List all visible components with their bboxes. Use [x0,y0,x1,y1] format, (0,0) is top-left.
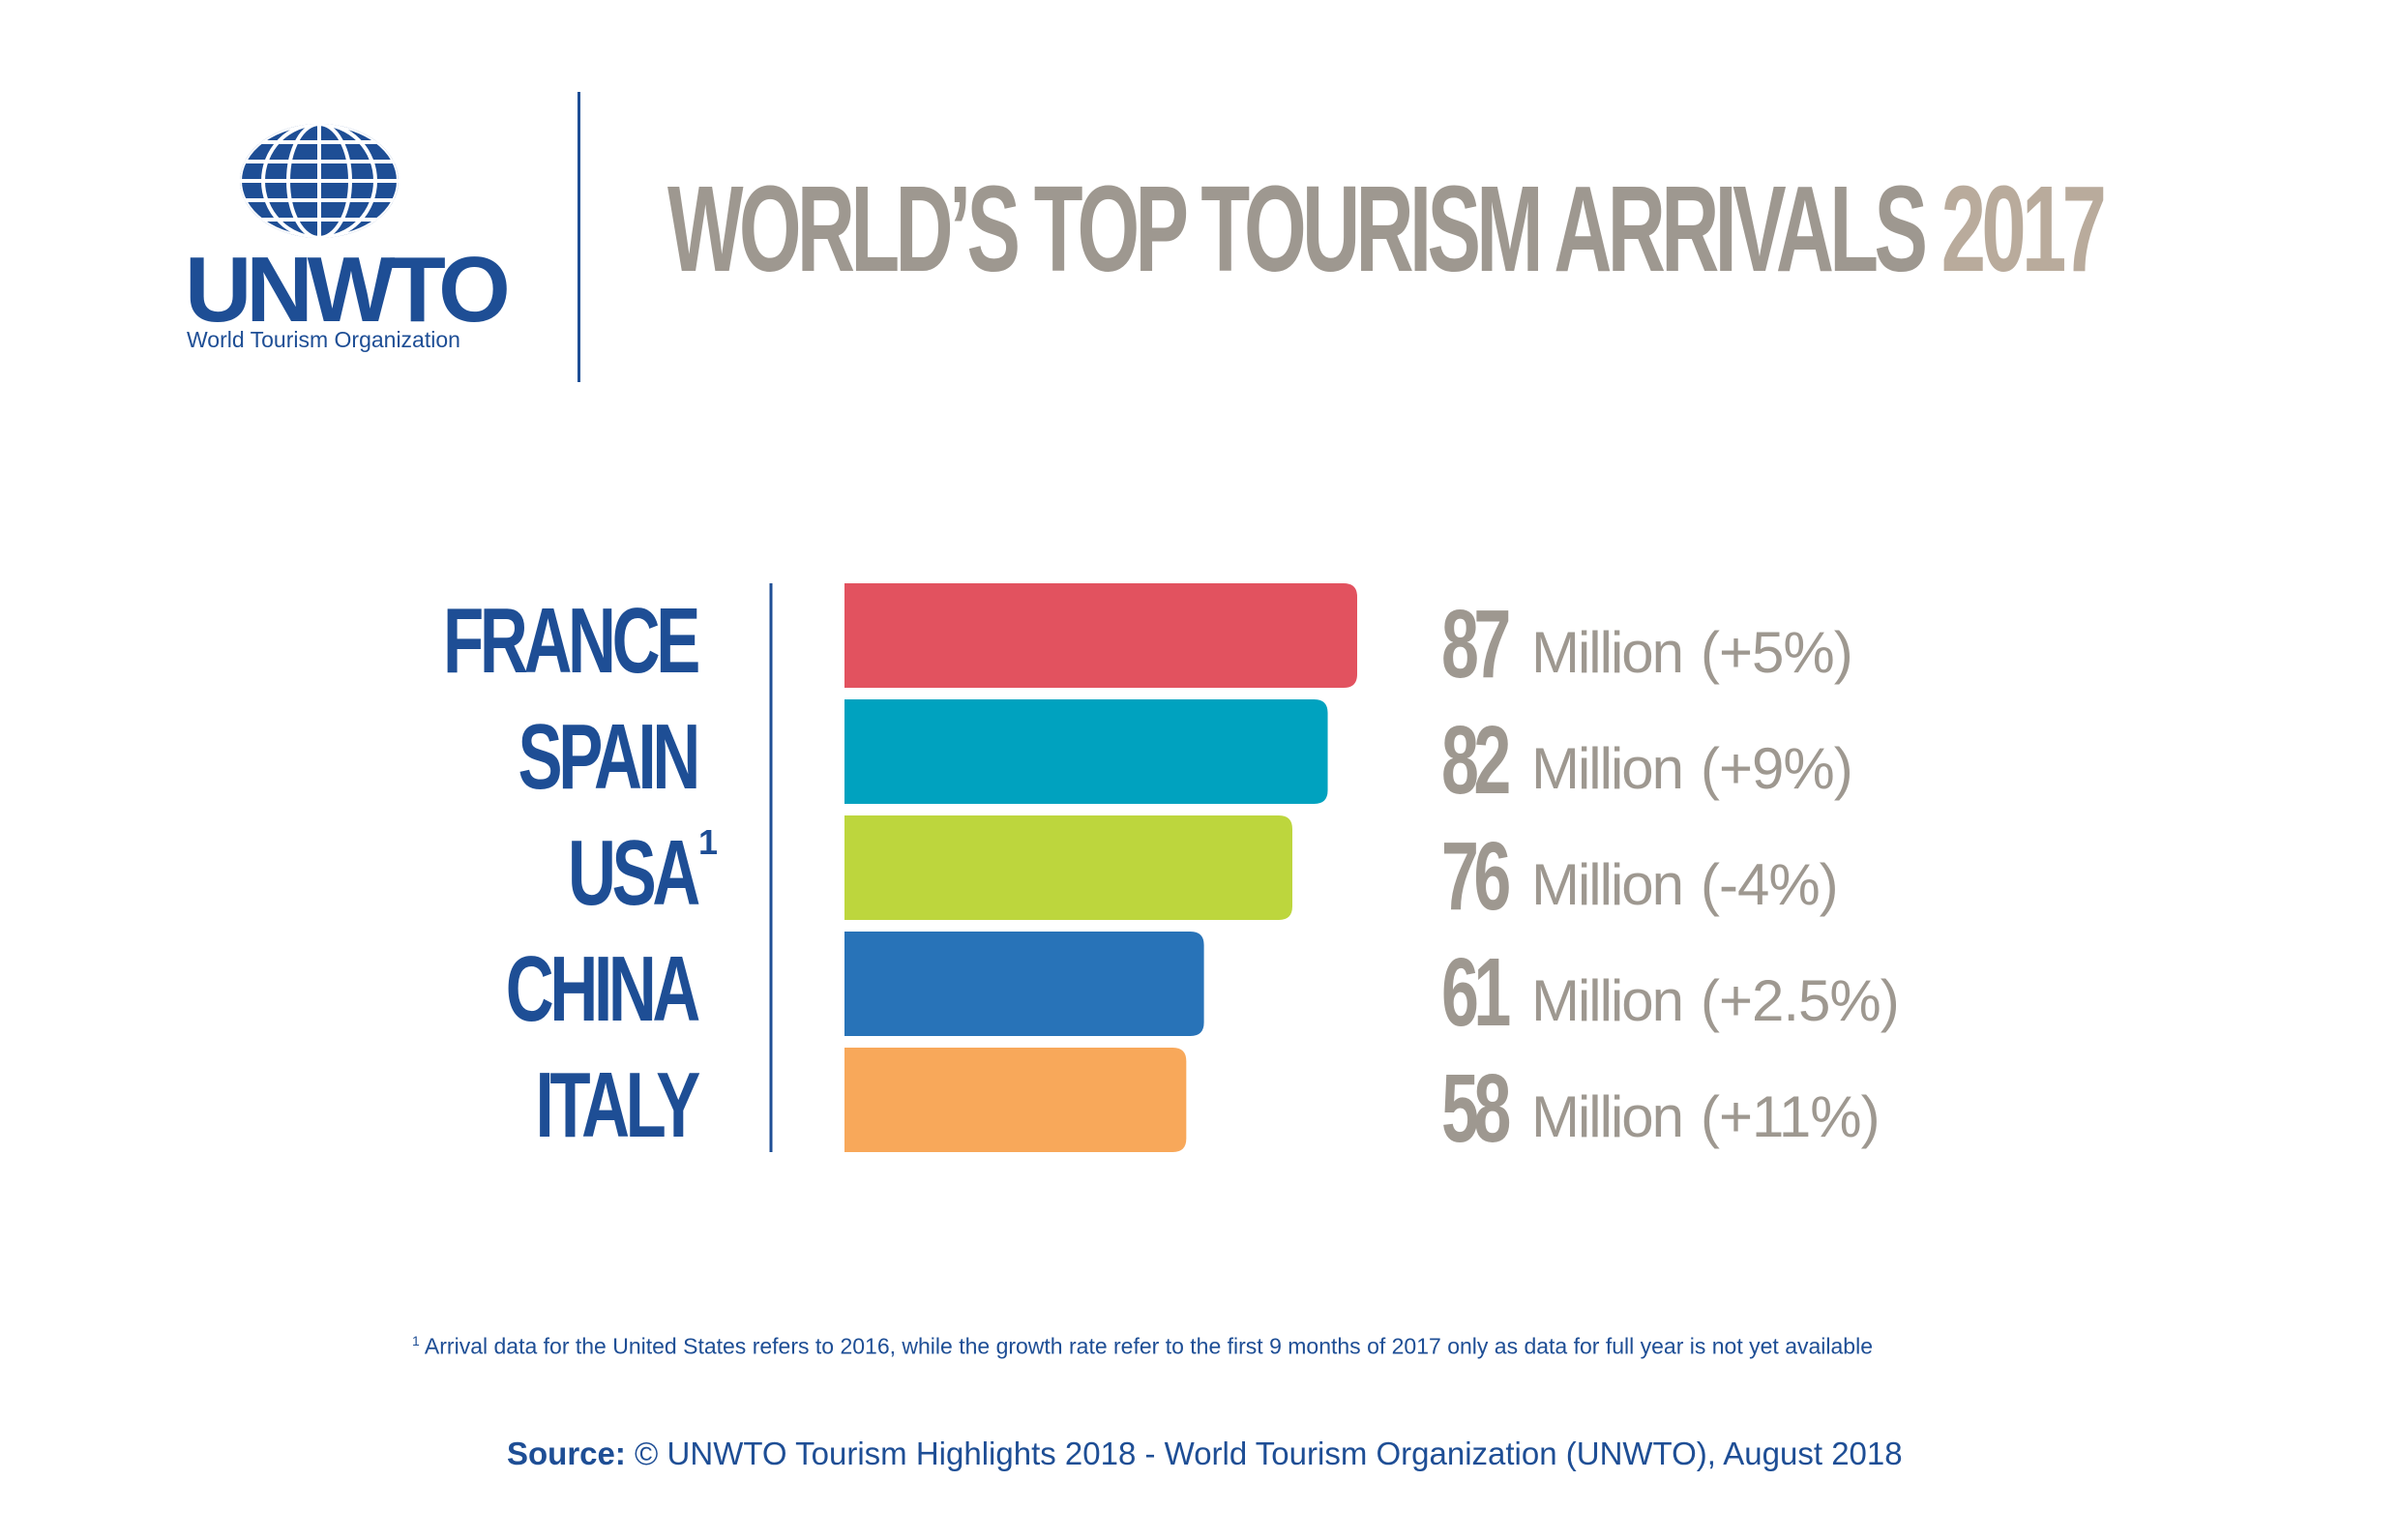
logo-wordmark: UNWTO [185,238,511,341]
unwto-logo: UNWTO World Tourism Organization [179,116,511,358]
source-label: Source: [507,1436,626,1471]
category-label-france: FRANCE [443,588,698,693]
chart-title: WORLD’S TOP TOURISM ARRIVALS 2017 [667,166,2107,292]
category-label-italy: ITALY [535,1052,699,1157]
value-label-spain: 82 [1441,707,1509,814]
source-line: Source: © UNWTO Tourism Highlights 2018 … [507,1436,1903,1472]
growth-label-spain: (+9%) [1701,736,1852,801]
footnote-text: Arrival data for the United States refer… [424,1333,1873,1359]
unit-label-italy: Million [1531,1084,1682,1149]
chart-title-main: WORLD’S TOP TOURISM ARRIVALS [667,161,1928,297]
value-label-usa: 76 [1441,823,1509,931]
header-divider [578,92,580,382]
value-label-france: 87 [1441,591,1509,698]
growth-label-italy: (+11%) [1701,1084,1880,1149]
growth-label-china: (+2.5%) [1701,968,1899,1033]
value-label-china: 61 [1441,939,1510,1047]
bar-usa [844,815,1292,920]
footnote-marker: 1 [412,1333,420,1348]
unit-label-spain: Million [1531,736,1682,801]
category-label-spain: SPAIN [518,704,696,809]
bar-china [844,932,1204,1036]
unit-label-france: Million [1531,620,1682,685]
value-label-italy: 58 [1441,1055,1510,1163]
category-label-usa: USA [568,820,699,925]
chart-title-year: 2017 [1940,161,2107,297]
source-text: © UNWTO Tourism Highlights 2018 - World … [635,1436,1903,1471]
category-note-usa: 1 [698,822,718,862]
growth-label-france: (+5%) [1701,620,1852,685]
unit-label-china: Million [1531,968,1682,1033]
growth-label-usa: (-4%) [1701,852,1838,917]
unit-label-usa: Million [1531,852,1682,917]
category-label-china: CHINA [506,936,699,1041]
footnote: 1 Arrival data for the United States ref… [412,1333,1873,1360]
bar-spain [844,699,1328,804]
logo-subtitle: World Tourism Organization [187,327,460,352]
bar-france [844,583,1357,688]
globe-icon [240,124,399,238]
bar-italy [844,1048,1187,1152]
